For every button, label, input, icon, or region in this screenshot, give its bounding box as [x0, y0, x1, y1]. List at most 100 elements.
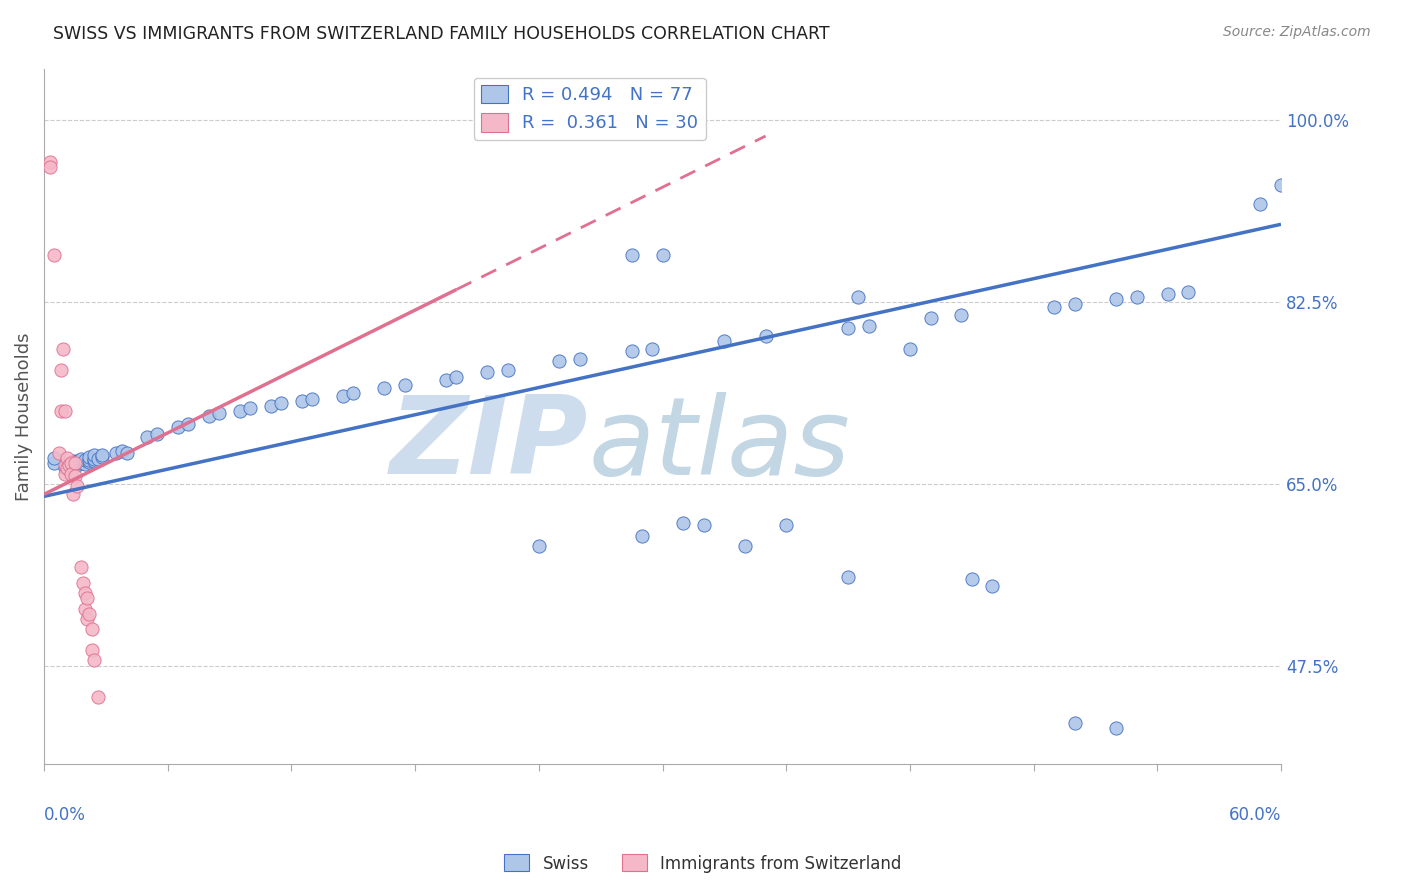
Point [59, 467, 82, 481]
Point [620, 343, 643, 358]
Legend: R = 0.494   N = 77, R =  0.361   N = 30: R = 0.494 N = 77, R = 0.361 N = 30 [474, 78, 706, 140]
Point [1043, 301, 1066, 315]
Point [342, 385, 364, 400]
Point [1063, 715, 1085, 730]
Point [90, 450, 112, 464]
Point [672, 516, 695, 531]
Text: Source: ZipAtlas.com: Source: ZipAtlas.com [1223, 25, 1371, 39]
Point [75, 586, 97, 600]
Point [49, 404, 72, 418]
Point [63, 456, 86, 470]
Point [1105, 721, 1128, 735]
Point [446, 370, 468, 384]
Point [373, 381, 395, 395]
Point [651, 248, 673, 262]
Point [527, 539, 550, 553]
Point [80, 643, 103, 657]
Point [58, 458, 80, 473]
Point [898, 342, 921, 356]
Point [301, 392, 323, 406]
Y-axis label: Family Households: Family Households [15, 332, 32, 500]
Point [56, 450, 79, 465]
Point [49, 362, 72, 376]
Point [52, 342, 75, 356]
Point [53, 404, 76, 418]
Point [62, 454, 84, 468]
Point [198, 409, 221, 424]
Point [86, 690, 108, 704]
Point [167, 419, 190, 434]
Point [66, 454, 89, 468]
Point [848, 290, 870, 304]
Point [75, 457, 97, 471]
Point [713, 334, 735, 348]
Point [950, 308, 973, 322]
Point [631, 529, 654, 543]
Point [62, 487, 84, 501]
Point [1063, 297, 1085, 311]
Point [755, 329, 778, 343]
Point [837, 570, 859, 584]
Point [960, 573, 983, 587]
Point [394, 378, 416, 392]
Point [548, 354, 571, 368]
Point [208, 406, 231, 420]
Text: atlas: atlas [588, 392, 851, 497]
Point [90, 448, 112, 462]
Point [59, 456, 82, 470]
Point [981, 579, 1004, 593]
Point [105, 446, 128, 460]
Point [1177, 285, 1199, 299]
Point [39, 160, 62, 174]
Point [76, 612, 98, 626]
Point [260, 399, 283, 413]
Point [62, 456, 84, 470]
Point [291, 393, 314, 408]
Point [83, 454, 105, 468]
Point [693, 518, 716, 533]
Point [48, 446, 70, 460]
Point [70, 560, 93, 574]
Point [76, 591, 98, 606]
Point [229, 404, 252, 418]
Point [837, 321, 859, 335]
Point [1125, 290, 1147, 304]
Point [1270, 178, 1292, 192]
Point [83, 653, 105, 667]
Point [44, 248, 66, 262]
Point [477, 365, 499, 379]
Point [569, 352, 592, 367]
Point [75, 601, 97, 615]
Point [44, 456, 66, 470]
Point [239, 401, 262, 415]
Point [775, 518, 797, 533]
Point [1249, 196, 1271, 211]
Point [83, 452, 105, 467]
Point [858, 319, 880, 334]
Point [496, 362, 519, 376]
Point [79, 453, 101, 467]
Point [115, 446, 138, 460]
Text: 0.0%: 0.0% [44, 806, 86, 824]
Text: 60.0%: 60.0% [1229, 806, 1281, 824]
Point [75, 453, 97, 467]
Point [177, 417, 200, 431]
Point [920, 310, 942, 325]
Point [1156, 286, 1178, 301]
Point [53, 467, 76, 481]
Point [146, 427, 169, 442]
Point [39, 155, 62, 169]
Point [70, 456, 93, 470]
Point [641, 342, 664, 356]
Point [53, 458, 76, 473]
Text: ZIP: ZIP [389, 392, 588, 497]
Point [66, 458, 89, 473]
Point [80, 622, 103, 636]
Point [83, 448, 105, 462]
Point [86, 452, 108, 467]
Point [70, 452, 93, 467]
Point [72, 575, 94, 590]
Point [136, 430, 159, 444]
Point [58, 458, 80, 473]
Point [434, 373, 457, 387]
